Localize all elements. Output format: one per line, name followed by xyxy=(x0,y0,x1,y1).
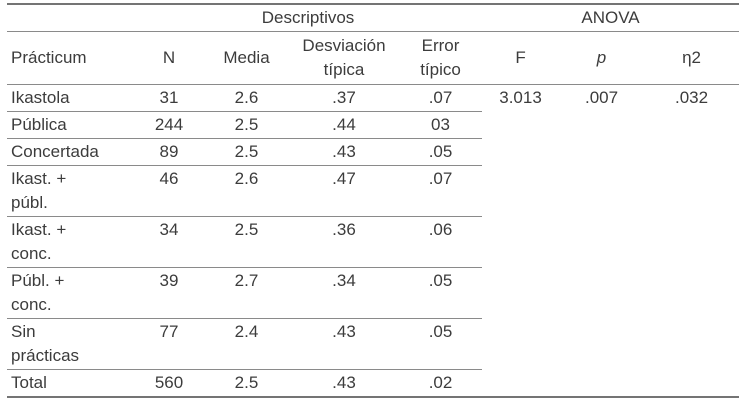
table-row-publ-conc: Públ. + conc. 39 2.7 .34 .05 xyxy=(7,267,739,319)
cell-eta2 xyxy=(644,139,739,166)
table-row-publica: Pública 244 2.5 .44 03 xyxy=(7,111,739,139)
cell-f xyxy=(482,369,560,398)
table-row-concertada: Concertada 89 2.5 .43 .05 xyxy=(7,138,739,166)
cell-n: 34 xyxy=(134,216,204,268)
cell-eta2: .032 xyxy=(674,88,709,107)
cell-p xyxy=(559,319,644,370)
cell-p xyxy=(559,166,644,217)
cell-p xyxy=(559,139,644,166)
cell-media: 2.5 xyxy=(204,138,289,166)
cell-media: 2.4 xyxy=(204,318,289,370)
cell-eta2 xyxy=(644,268,739,319)
cell-f xyxy=(482,112,559,139)
cell-se: .02 xyxy=(399,369,483,398)
cell-p xyxy=(559,112,644,139)
row-label: Ikastola xyxy=(7,84,134,112)
cell-n: 560 xyxy=(134,369,204,398)
cell-f: 3.013 xyxy=(499,88,542,107)
col-header-media: Media xyxy=(204,31,289,85)
col-header-p: p xyxy=(559,31,645,85)
cell-p xyxy=(559,369,645,398)
group-header-spacer xyxy=(7,3,134,32)
cell-sd: .44 xyxy=(289,111,399,139)
cell-sd: .43 xyxy=(289,318,399,370)
cell-f xyxy=(482,217,559,268)
cell-n: 89 xyxy=(134,138,204,166)
group-header-row: Descriptivos ANOVA xyxy=(7,3,740,32)
table-row-ikastola: Ikastola 31 2.6 .37 .07 3.013 .007 .032 xyxy=(7,84,739,112)
cell-n: 77 xyxy=(134,318,204,370)
cell-p xyxy=(559,217,644,268)
cell-eta2 xyxy=(644,166,739,217)
table-row-ikast-publ: Ikast. + públ. 46 2.6 .47 .07 xyxy=(7,165,739,217)
cell-eta2 xyxy=(644,369,740,398)
cell-sd: .47 xyxy=(289,165,399,217)
cell-media: 2.5 xyxy=(204,369,289,398)
row-label: Ikast. + conc. xyxy=(7,216,134,268)
column-header-row: Prácticum N Media Desviación típica Erro… xyxy=(7,31,740,85)
cell-f xyxy=(482,166,559,217)
row-label: Ikast. + públ. xyxy=(7,165,134,217)
table-row-ikast-conc: Ikast. + conc. 34 2.5 .36 .06 xyxy=(7,216,739,268)
cell-sd: .37 xyxy=(289,84,399,112)
row-label: Sin prácticas xyxy=(7,318,134,370)
cell-n: 46 xyxy=(134,165,204,217)
table-row-total: Total 560 2.5 .43 .02 xyxy=(7,369,740,398)
row-label: Pública xyxy=(7,111,134,139)
row-label: Públ. + conc. xyxy=(7,267,134,319)
col-header-error-tipico: Error típico xyxy=(399,31,483,85)
col-header-desviacion-tipica: Desviación típica xyxy=(289,31,399,85)
cell-n: 39 xyxy=(134,267,204,319)
cell-se: .05 xyxy=(399,318,483,370)
cell-p: .007 xyxy=(584,88,619,107)
cell-sd: .34 xyxy=(289,267,399,319)
cell-media: 2.5 xyxy=(204,111,289,139)
descriptives-anova-table: Descriptivos ANOVA Prácticum N Media Des… xyxy=(7,3,740,398)
col-header-eta2: η2 xyxy=(644,31,740,85)
cell-f xyxy=(482,268,559,319)
cell-se: .07 xyxy=(399,84,483,112)
cell-f xyxy=(482,319,559,370)
col-header-f: F xyxy=(482,31,560,85)
cell-n: 31 xyxy=(134,84,204,112)
page: Descriptivos ANOVA Prácticum N Media Des… xyxy=(7,3,740,398)
cell-media: 2.6 xyxy=(204,165,289,217)
cell-se: 03 xyxy=(399,111,483,139)
cell-media: 2.5 xyxy=(204,216,289,268)
cell-se: .05 xyxy=(399,267,483,319)
cell-sd: .36 xyxy=(289,216,399,268)
col-header-practicum: Prácticum xyxy=(7,31,134,85)
cell-sd: .43 xyxy=(289,138,399,166)
cell-se: .05 xyxy=(399,138,483,166)
group-header-anova: ANOVA xyxy=(482,3,740,32)
cell-eta2 xyxy=(644,217,739,268)
cell-n: 244 xyxy=(134,111,204,139)
group-header-descriptivos: Descriptivos xyxy=(134,3,483,32)
cell-eta2 xyxy=(644,112,739,139)
col-header-n: N xyxy=(134,31,204,85)
cell-se: .07 xyxy=(399,165,483,217)
cell-sd: .43 xyxy=(289,369,399,398)
row-label: Total xyxy=(7,369,134,398)
row-label: Concertada xyxy=(7,138,134,166)
cell-eta2 xyxy=(644,319,739,370)
table-row-sin-practicas: Sin prácticas 77 2.4 .43 .05 xyxy=(7,318,739,370)
cell-p xyxy=(559,268,644,319)
cell-se: .06 xyxy=(399,216,483,268)
cell-media: 2.6 xyxy=(204,84,289,112)
cell-media: 2.7 xyxy=(204,267,289,319)
cell-f xyxy=(482,139,559,166)
